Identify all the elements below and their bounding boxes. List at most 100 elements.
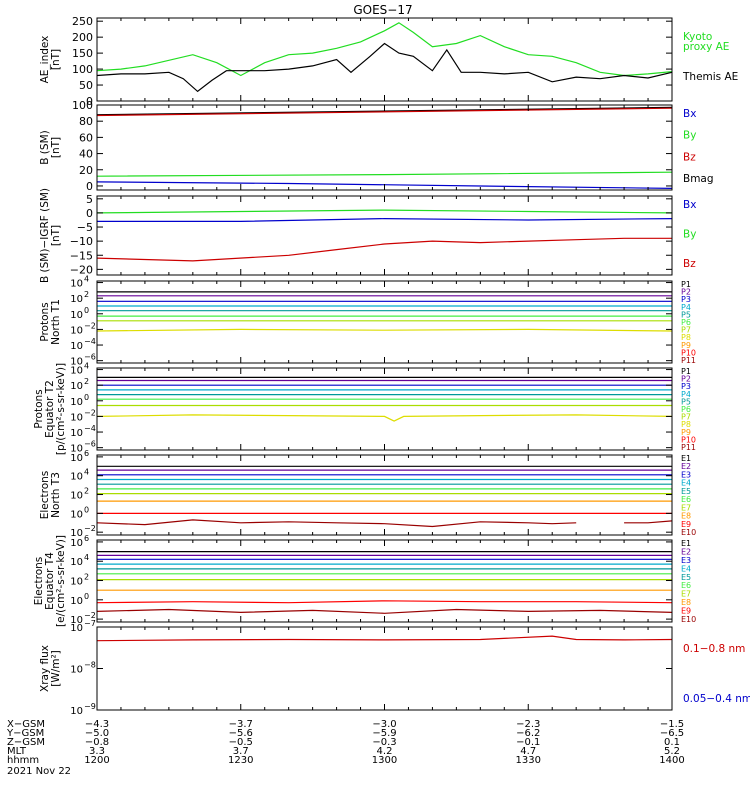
series-line-e10 xyxy=(96,519,577,528)
y-tick-label: 100 xyxy=(72,63,93,76)
y-tick-exponent: 0 xyxy=(84,306,89,315)
y-tick-exponent: −2 xyxy=(84,408,96,417)
x-tick-value: 3.3 xyxy=(89,746,105,757)
legend-label: E4 xyxy=(681,564,691,573)
series-line-e10 xyxy=(96,608,673,614)
y-axis-label: Equator T4 xyxy=(44,552,56,610)
x-axis-table: X−GSM −4.3 −3.7 −3.0 −2.3 −1.5 Y−GSM −5.0 −5.6 −5… xyxy=(6,719,685,777)
y-tick-label: 10 xyxy=(70,412,83,423)
y-tick-exponent: 0 xyxy=(84,505,89,514)
y-tick-label: 150 xyxy=(72,47,93,60)
x-tick-value: −0.5 xyxy=(229,737,253,748)
legend-label: P5 xyxy=(681,397,691,406)
y-tick-exponent: −8 xyxy=(84,661,96,670)
legend-label: E2 xyxy=(681,547,691,556)
series-line-by xyxy=(96,209,673,214)
legend-label: P9 xyxy=(681,428,691,437)
y-tick-label: 10 xyxy=(70,310,83,321)
legend-label: Themis AE xyxy=(682,71,738,83)
y-tick-label: 10 xyxy=(70,325,83,336)
panel-frame xyxy=(96,280,673,364)
legend-label: E3 xyxy=(681,470,691,479)
y-axis-label: [nT] xyxy=(50,49,62,70)
y-tick-exponent: 2 xyxy=(84,377,89,386)
legend-label: E9 xyxy=(681,607,691,616)
x-tick-value: −5.9 xyxy=(372,728,396,739)
legend-label: E6 xyxy=(681,581,691,590)
y-tick-label: 10 xyxy=(70,357,83,368)
y-axis-label: [nT] xyxy=(50,225,62,246)
legend-label: E2 xyxy=(681,462,691,471)
legend-label: By xyxy=(683,130,696,142)
x-tick-value: 0.1 xyxy=(664,737,680,748)
y-axis-label: AE_index xyxy=(39,36,51,84)
x-row-label: Y−GSM xyxy=(6,728,44,739)
y-tick-exponent: −2 xyxy=(84,524,96,533)
x-tick-value: 1200 xyxy=(84,755,109,766)
y-tick-exponent: 4 xyxy=(84,553,89,562)
legend-label: E6 xyxy=(681,495,691,504)
legend-label: P7 xyxy=(681,413,691,422)
legend-label: P1 xyxy=(681,367,691,376)
y-axis-label: Equator T2 xyxy=(44,380,56,438)
legend-label: proxy AE xyxy=(683,41,729,53)
y-tick-label: 10 xyxy=(70,444,83,455)
y-tick-label: 0 xyxy=(86,95,93,108)
y-tick-label: 60 xyxy=(79,131,93,144)
y-tick-exponent: 0 xyxy=(84,592,89,601)
y-axis-label: B (SM) xyxy=(39,130,51,164)
x-tick-value: 1230 xyxy=(228,755,253,766)
legend-label: P11 xyxy=(681,443,696,452)
panel-frame xyxy=(96,454,673,536)
y-tick-label: 20 xyxy=(79,164,93,177)
legend-label: 0.05−0.4 nm xyxy=(683,693,750,705)
legend-label: E7 xyxy=(681,590,691,599)
legend-label: P6 xyxy=(681,318,691,327)
x-tick-value: −6.5 xyxy=(660,728,684,739)
legend-label: P1 xyxy=(681,280,691,289)
y-tick-exponent: 4 xyxy=(84,468,89,477)
y-axis-label: [W/m²] xyxy=(50,650,62,687)
y-tick-exponent: −4 xyxy=(84,424,96,433)
x-tick-value: −3.7 xyxy=(229,719,253,730)
y-tick-label: 40 xyxy=(79,148,93,161)
x-tick-value: 1300 xyxy=(372,755,397,766)
legend-label: P3 xyxy=(681,295,691,304)
legend-label: Bx xyxy=(683,108,696,120)
y-axis-label: North T1 xyxy=(50,299,62,345)
y-tick-label: 10 xyxy=(70,428,83,439)
y-tick-exponent: −2 xyxy=(84,611,96,620)
y-tick-exponent: 2 xyxy=(84,487,89,496)
legend-label: E5 xyxy=(681,487,691,496)
y-tick-label: 10 xyxy=(70,509,83,520)
legend-label: P3 xyxy=(681,382,691,391)
x-tick-value: 4.2 xyxy=(377,746,393,757)
y-tick-exponent: 2 xyxy=(84,573,89,582)
y-tick-label: −5 xyxy=(77,221,93,234)
legend-label: E4 xyxy=(681,479,691,488)
series-line-bmag xyxy=(96,106,673,116)
y-tick-label: 80 xyxy=(79,115,93,128)
y-axis-label: Electrons xyxy=(33,557,45,606)
x-tick-value: 3.7 xyxy=(233,746,249,757)
y-tick-label: 10 xyxy=(70,279,83,290)
y-tick-label: 0 xyxy=(86,180,93,193)
x-tick-value: −0.1 xyxy=(516,737,540,748)
y-tick-label: 10 xyxy=(70,615,83,626)
x-row-label: hhmm xyxy=(7,755,39,766)
x-tick-value: −5.6 xyxy=(229,728,253,739)
y-tick-label: 10 xyxy=(70,557,83,568)
y-tick-label: −20 xyxy=(70,263,93,276)
date-label: 2021 Nov 22 xyxy=(7,766,71,777)
legend-label: Bmag xyxy=(683,173,714,185)
y-tick-label: 10 xyxy=(70,665,83,676)
y-axis-label: [p/(cm²-s-sr-keV)] xyxy=(55,363,67,455)
series-line-e9 xyxy=(96,600,673,604)
series-line-themis-ae xyxy=(96,42,673,93)
legend-label: P2 xyxy=(681,288,691,297)
x-row-label: X−GSM xyxy=(7,719,45,730)
y-tick-exponent: 0 xyxy=(84,393,89,402)
legend-label: E1 xyxy=(681,454,691,463)
